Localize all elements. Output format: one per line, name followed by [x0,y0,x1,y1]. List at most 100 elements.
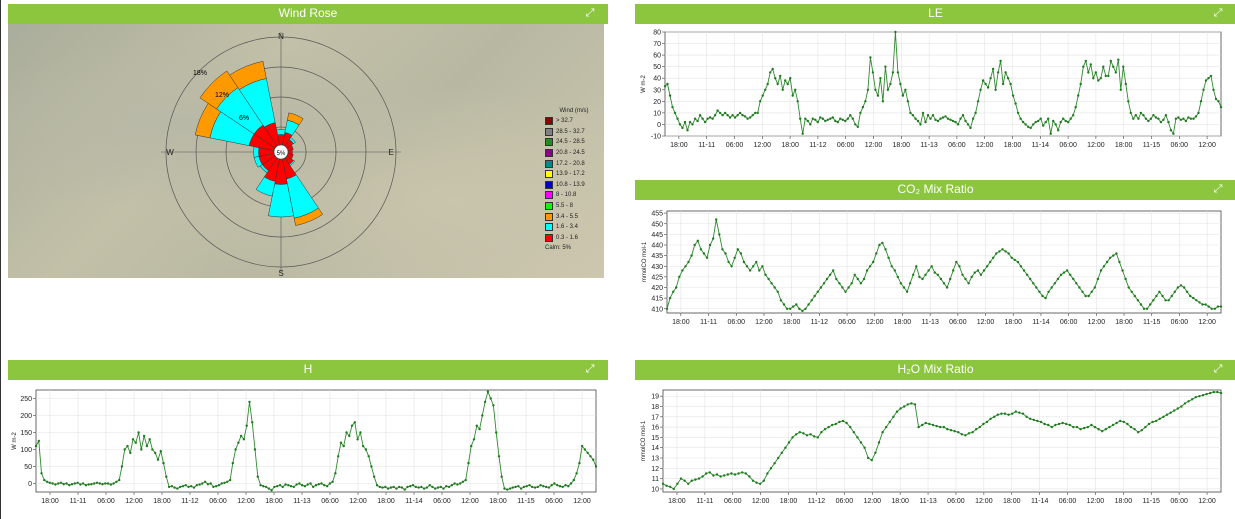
data-point [758,269,761,272]
x-tick-label: 18:00 [153,498,171,505]
data-point [944,115,947,118]
data-point [569,482,573,485]
data-point [51,482,54,485]
data-point [381,486,384,489]
data-point [1207,305,1210,308]
data-point [890,265,893,268]
data-point [964,434,967,437]
data-point [497,455,501,458]
x-tick-label: 12:00 [976,142,994,149]
data-point [791,94,794,97]
compass-label: N [278,32,284,41]
data-point [276,485,279,488]
data-point [679,477,683,480]
data-point [981,79,985,82]
legend-label: 10.8 - 13.9 [556,181,585,188]
expand-icon[interactable]: ⤢ [585,363,595,375]
data-point [1001,82,1005,86]
data-point [915,265,918,268]
data-point [54,483,57,486]
data-point [1151,420,1154,424]
data-point [1054,423,1057,427]
expand-icon[interactable]: ⤢ [1213,363,1223,375]
data-point [708,243,712,247]
data-point [755,260,758,264]
data-point [1029,277,1032,281]
data-point [796,100,799,103]
data-point [1162,118,1165,122]
data-point [826,118,829,122]
legend-label: 13.9 - 17.2 [556,171,585,178]
rose-petal [286,144,294,151]
data-point [1145,307,1149,310]
y-tick-label: 150 [20,430,32,437]
data-point [1121,269,1124,272]
data-point [896,71,900,74]
h2o-chart: 10 11 12 13 14 15 16 17 18 19 18:00 11-11 06:00 12:00… [641,389,1223,505]
data-point [862,277,866,281]
wind-speed-legend: Wind (m/s) > 32.7 28.5 - 32.7 24.5 - 28.5 2… [545,108,603,251]
data-point [558,485,562,488]
data-point [690,254,693,257]
data-point [829,117,832,120]
data-point [991,67,995,71]
rose-petal [253,146,260,158]
data-point [844,119,847,123]
data-point [787,441,791,444]
data-point [668,94,672,97]
data-point [1142,114,1145,117]
data-point [118,478,121,482]
data-point [1039,420,1043,424]
data-point [65,482,68,485]
data-point [1167,299,1170,302]
data-point [859,111,862,115]
data-point [1006,77,1010,80]
data-point [472,438,476,441]
data-point [1004,250,1007,253]
data-point [769,71,772,74]
x-tick-label: 06:00 [949,319,967,326]
legend-entry: 24.5 - 28.5 [545,137,603,148]
data-point [1011,412,1014,415]
data-point [752,265,755,268]
legend-swatch [545,127,553,136]
data-point [361,444,365,448]
data-point [251,421,254,424]
data-point [964,119,967,123]
data-point [856,125,859,128]
data-point [1149,117,1153,120]
x-tick-label: 11-13 [920,142,937,149]
data-point [525,485,528,488]
data-point [464,478,467,482]
legend-entry: 1.6 - 3.4 [545,222,603,233]
data-point [935,424,938,428]
data-point [850,282,853,285]
data-point [148,438,151,441]
data-point [960,433,963,436]
data-point [823,428,827,431]
data-point [1097,428,1100,431]
data-point [859,441,863,444]
legend-label: 8 - 10.8 [556,192,577,199]
data-point [1115,421,1118,425]
data-point [1108,425,1111,429]
data-point [1192,117,1195,120]
panel-title: H₂O Mix Ratio [897,362,974,376]
x-tick-label: 12:00 [573,498,591,505]
expand-icon[interactable]: ⤢ [585,7,595,19]
data-point [861,105,865,109]
data-point [1104,428,1107,431]
data-point [774,77,777,80]
x-tick-label: 12:00 [1198,498,1216,505]
data-point [865,269,869,272]
expand-icon[interactable]: ⤢ [1213,183,1223,195]
expand-icon[interactable]: ⤢ [1213,7,1223,19]
data-point [985,265,989,268]
data-point [1067,120,1070,124]
y-tick-label: 13 [651,456,659,463]
y-tick-label: 445 [651,232,663,239]
x-tick-label: 18:00 [1004,319,1022,326]
data-point [37,439,40,443]
y-tick-label: 17 [651,414,659,421]
data-point [939,277,943,281]
